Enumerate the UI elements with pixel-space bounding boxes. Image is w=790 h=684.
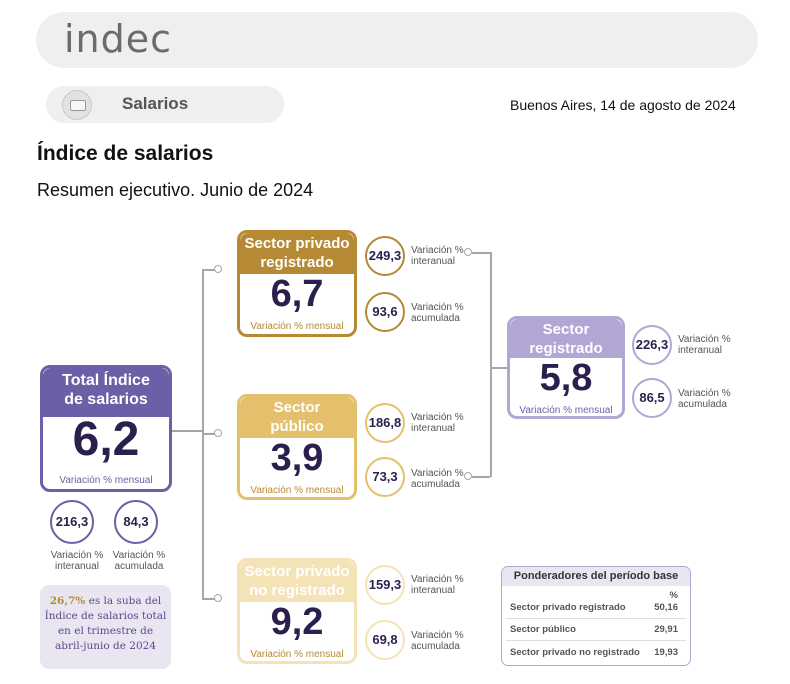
connector-right-top [472, 252, 490, 254]
publico-acumulada-label: Variación % acumulada [411, 468, 464, 490]
page-title: Índice de salarios [37, 142, 214, 165]
publico-acumulada-circle: 73,3 [365, 457, 405, 497]
privado-registrado-interanual-label: Variación % interanual [411, 245, 464, 267]
registrado-interanual-circle: 226,3 [632, 325, 672, 365]
connector-pub [202, 433, 216, 435]
privado-no-registrado-caption: Variación % mensual [250, 649, 344, 660]
publication-date: Buenos Aires, 14 de agosto de 2024 [510, 97, 736, 113]
total-acumulada-label: Variación % acumulada [112, 550, 166, 572]
ponderadores-title: Ponderadores del período base [502, 567, 690, 586]
table-row: Sector público 29,91 [510, 624, 680, 635]
total-card: Total Índice de salarios 6,2 Variación %… [40, 365, 172, 492]
privado-no-registrado-interanual-circle: 159,3 [365, 565, 405, 605]
connector-dot [214, 594, 222, 602]
ponderadores-unit: % [669, 590, 678, 601]
connector-nreg [202, 598, 216, 600]
registrado-card: Sector registrado 5,8 Variación % mensua… [507, 316, 625, 419]
privado-no-registrado-value: 9,2 [270, 601, 324, 643]
total-title-1: Total Índice [62, 372, 150, 389]
total-acumulada-circle: 84,3 [114, 500, 158, 544]
row-value: 50,16 [654, 602, 678, 613]
privado-registrado-header: Sector privado registrado [240, 233, 354, 274]
row-divider [506, 640, 686, 641]
note-line-3: en el trimestre de [57, 625, 154, 637]
privado-registrado-caption: Variación % mensual [250, 321, 344, 332]
connector-dot [464, 248, 472, 256]
registrado-acumulada-label: Variación % acumulada [678, 388, 731, 410]
privado-no-registrado-acumulada-circle: 69,8 [365, 620, 405, 660]
note-highlight: 26,7% [49, 595, 86, 607]
privado-registrado-interanual-circle: 249,3 [365, 236, 405, 276]
privado-registrado-acumulada-label: Variación % acumulada [411, 302, 464, 324]
total-caption: Variación % mensual [59, 475, 153, 486]
table-row: Sector privado registrado 50,16 [510, 602, 680, 613]
indec-logo[interactable]: indec [64, 17, 173, 61]
privado-registrado-acumulada-circle: 93,6 [365, 292, 405, 332]
total-card-header: Total Índice de salarios [43, 368, 169, 417]
section-label: Salarios [122, 94, 189, 113]
page-subtitle: Resumen ejecutivo. Junio de 2024 [37, 180, 314, 200]
row-label: Sector privado registrado [510, 602, 626, 613]
row-value: 29,91 [654, 624, 678, 635]
row-divider [506, 618, 686, 619]
registrado-interanual-label: Variación % interanual [678, 334, 731, 356]
ponderadores-table: Ponderadores del período base % Sector p… [501, 566, 691, 666]
total-interanual-label: Variación % interanual [50, 550, 104, 572]
salary-icon [62, 90, 92, 120]
publico-interanual-circle: 186,8 [365, 403, 405, 443]
note-line-4: abril-junio de 2024 [54, 640, 157, 652]
note-line-1: es la suba del [85, 595, 162, 607]
publico-card: Sector público 3,9 Variación % mensual [237, 394, 357, 500]
connector-registrado [490, 367, 507, 369]
quarter-note: 26,7% es la suba del Índice de salarios … [40, 585, 171, 669]
connector-vertical-right [490, 252, 492, 477]
publico-interanual-label: Variación % interanual [411, 412, 464, 434]
connector-dot [464, 472, 472, 480]
privado-no-registrado-card: Sector privado no registrado 9,2 Variaci… [237, 558, 357, 664]
row-label: Sector público [510, 624, 576, 635]
connector-right-bottom [472, 476, 490, 478]
header-bar [36, 12, 758, 68]
privado-no-registrado-interanual-label: Variación % interanual [411, 574, 464, 596]
total-value: 6,2 [72, 413, 140, 466]
privado-no-registrado-acumulada-label: Variación % acumulada [411, 630, 464, 652]
connector-priv [202, 269, 216, 271]
publico-header: Sector público [240, 397, 354, 438]
privado-registrado-value: 6,7 [270, 273, 324, 315]
publico-caption: Variación % mensual [250, 485, 344, 496]
connector-dot [214, 429, 222, 437]
connector-dot [214, 265, 222, 273]
note-line-2: Índice de salarios total [44, 610, 167, 622]
total-title-2: de salarios [64, 391, 148, 408]
registrado-header: Sector registrado [510, 319, 622, 358]
privado-no-registrado-header: Sector privado no registrado [240, 561, 354, 602]
registrado-value: 5,8 [539, 357, 593, 399]
publico-value: 3,9 [270, 437, 324, 479]
registrado-acumulada-circle: 86,5 [632, 378, 672, 418]
row-label: Sector privado no registrado [510, 647, 640, 658]
registrado-caption: Variación % mensual [519, 405, 613, 416]
row-value: 19,93 [654, 647, 678, 658]
total-interanual-circle: 216,3 [50, 500, 94, 544]
table-row: Sector privado no registrado 19,93 [510, 647, 680, 658]
privado-registrado-card: Sector privado registrado 6,7 Variación … [237, 230, 357, 337]
connector-total [172, 430, 202, 432]
connector-vertical-left [202, 269, 204, 600]
